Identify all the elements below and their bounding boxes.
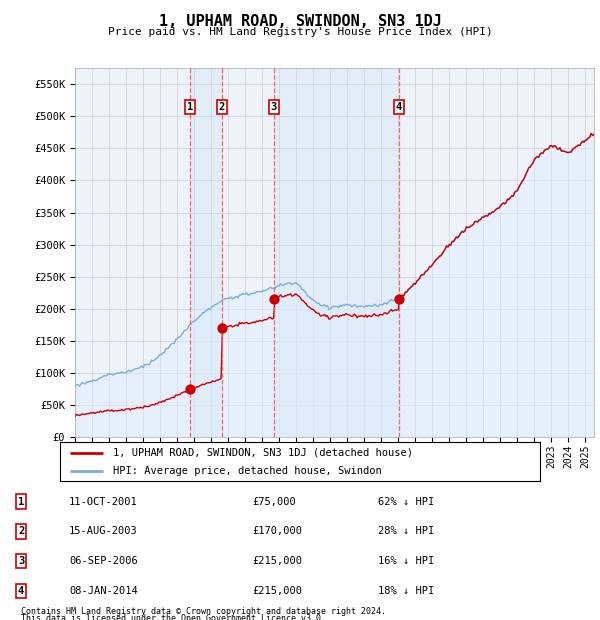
Text: 4: 4 [395, 102, 402, 112]
Point [269, 294, 278, 304]
Text: 3: 3 [271, 102, 277, 112]
Text: 11-OCT-2001: 11-OCT-2001 [69, 497, 138, 507]
Text: 18% ↓ HPI: 18% ↓ HPI [378, 586, 434, 596]
Text: £215,000: £215,000 [252, 586, 302, 596]
Text: 1: 1 [18, 497, 24, 507]
Text: 16% ↓ HPI: 16% ↓ HPI [378, 556, 434, 566]
Text: £170,000: £170,000 [252, 526, 302, 536]
Text: Contains HM Land Registry data © Crown copyright and database right 2024.: Contains HM Land Registry data © Crown c… [21, 608, 386, 616]
Text: 1, UPHAM ROAD, SWINDON, SN3 1DJ (detached house): 1, UPHAM ROAD, SWINDON, SN3 1DJ (detache… [113, 448, 413, 458]
Bar [190, 68, 221, 437]
Point [217, 323, 226, 333]
Text: £215,000: £215,000 [252, 556, 302, 566]
Text: 08-JAN-2014: 08-JAN-2014 [69, 586, 138, 596]
Text: 1: 1 [187, 102, 193, 112]
Point [394, 294, 403, 304]
Text: Price paid vs. HM Land Registry's House Price Index (HPI): Price paid vs. HM Land Registry's House … [107, 27, 493, 37]
Text: This data is licensed under the Open Government Licence v3.0.: This data is licensed under the Open Gov… [21, 614, 326, 620]
Text: 1, UPHAM ROAD, SWINDON, SN3 1DJ: 1, UPHAM ROAD, SWINDON, SN3 1DJ [158, 14, 442, 29]
Text: 15-AUG-2003: 15-AUG-2003 [69, 526, 138, 536]
Text: HPI: Average price, detached house, Swindon: HPI: Average price, detached house, Swin… [113, 466, 382, 476]
Text: 62% ↓ HPI: 62% ↓ HPI [378, 497, 434, 507]
Text: 3: 3 [18, 556, 24, 566]
Text: £75,000: £75,000 [252, 497, 296, 507]
Text: 2: 2 [218, 102, 225, 112]
Point [185, 384, 195, 394]
Text: 28% ↓ HPI: 28% ↓ HPI [378, 526, 434, 536]
Text: 2: 2 [18, 526, 24, 536]
Bar [274, 68, 398, 437]
Text: 06-SEP-2006: 06-SEP-2006 [69, 556, 138, 566]
Text: 4: 4 [18, 586, 24, 596]
